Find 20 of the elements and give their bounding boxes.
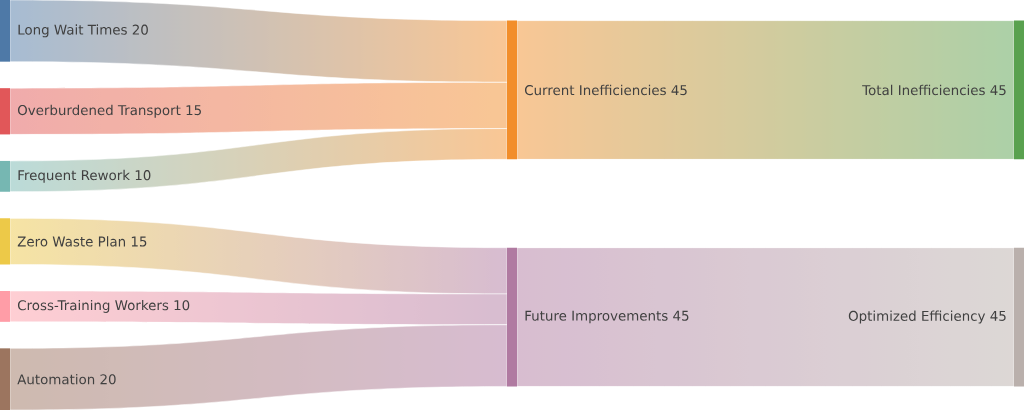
data-label: 20 [100,374,116,385]
data-label: 15 [131,236,147,247]
data-label: 45 [673,310,689,321]
category-label: Overburdened Transport [17,104,181,118]
data-label: 15 [186,105,201,116]
data-label: 45 [671,85,687,96]
category-label: Long Wait Times [18,24,127,38]
data-label: 20 [132,24,148,35]
category-label: Cross-Training Workers [17,299,169,313]
category-label: Current Inefficiencies [524,84,666,96]
category-label: Future Improvements [525,310,668,324]
category-label: Total Inefficiencies [862,84,985,96]
data-label: 45 [990,85,1006,96]
data-label: 10 [174,300,190,311]
data-label: 45 [990,311,1006,321]
category-label: Frequent Rework [18,169,130,183]
category-label: Zero Waste Plan [17,236,125,247]
category-label: Optimized Efficiency [848,310,986,324]
category-label: Automation [17,373,95,385]
data-label: 10 [135,170,151,181]
